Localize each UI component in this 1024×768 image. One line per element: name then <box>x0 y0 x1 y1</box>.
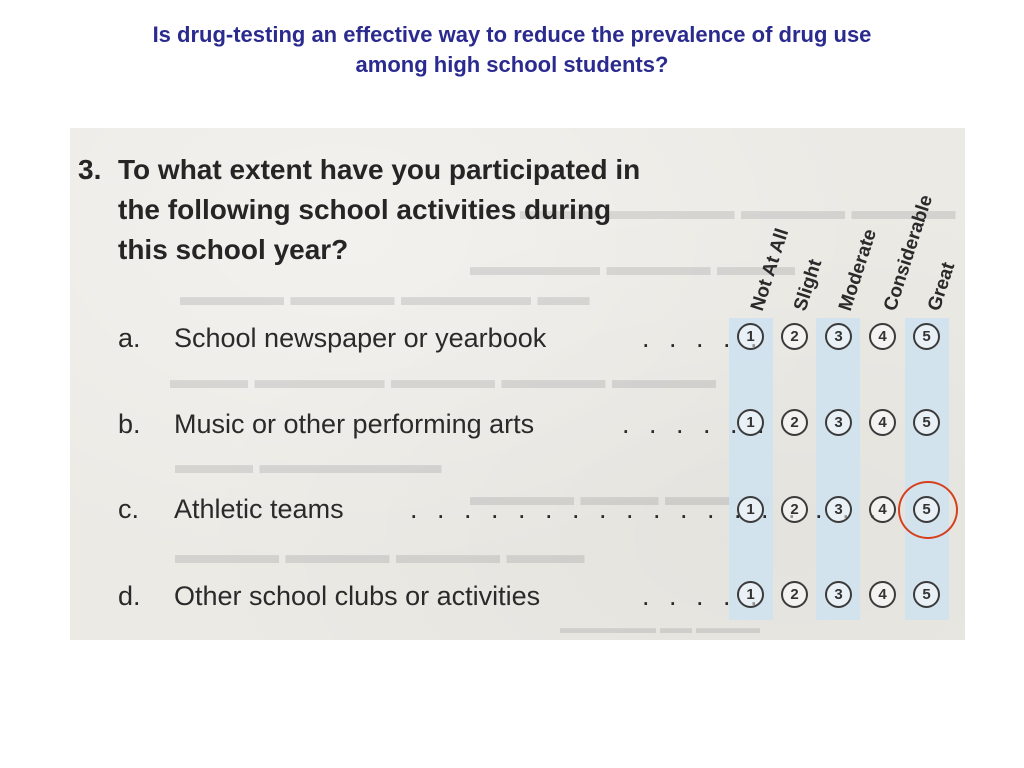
answer-bubble[interactable]: 3 <box>825 581 852 608</box>
answer-bubble[interactable]: 1 <box>737 323 764 350</box>
column-band-great <box>905 318 949 620</box>
row-label: Athletic teams <box>174 494 344 524</box>
selected-answer-circle <box>898 481 958 539</box>
answer-bubble[interactable]: 4 <box>869 581 896 608</box>
answer-bubble[interactable]: 2 <box>781 409 808 436</box>
slide-title: Is drug-testing an effective way to redu… <box>60 20 964 80</box>
answer-bubble[interactable]: 4 <box>869 409 896 436</box>
question-text: To what extent have you participated in … <box>118 150 738 270</box>
bleed-through-texture: ▬▬▬▬▬▬▬ ▬▬▬ <box>175 450 442 479</box>
question-number: 3. <box>78 154 102 185</box>
answer-bubble[interactable]: 1 <box>737 581 764 608</box>
row-letter: b. <box>118 409 141 439</box>
leader-dots: . . . . . . . . . . . . . . . . . . <box>410 494 883 524</box>
answer-bubble[interactable]: 5 <box>913 323 940 350</box>
row-label: School newspaper or yearbook <box>174 323 547 353</box>
bleed-through-texture: ▬▬▬▬ ▬▬▬▬ ▬▬▬▬ ▬▬▬▬▬ ▬▬▬ <box>170 365 716 394</box>
bleed-through-texture: ▬▬▬ ▬▬▬▬ ▬▬▬▬ ▬▬▬▬ <box>175 540 585 569</box>
question-text-line: To what extent have you participated in <box>118 154 641 185</box>
answer-bubble[interactable]: 1 <box>737 496 764 523</box>
row-letter: d. <box>118 581 141 611</box>
answer-bubble[interactable]: 3 <box>825 496 852 523</box>
column-band-not-at-all <box>729 318 773 620</box>
question-text-line: the following school activities during <box>118 194 612 225</box>
row-letter: c. <box>118 494 140 524</box>
bleed-through-texture: ▬▬ ▬▬▬▬▬ ▬▬▬▬ ▬▬▬▬ <box>180 282 590 311</box>
column-band-moderate <box>816 318 860 620</box>
answer-bubble[interactable]: 5 <box>913 581 940 608</box>
answer-bubble[interactable]: 3 <box>825 409 852 436</box>
answer-bubble[interactable]: 3 <box>825 323 852 350</box>
row-label: Other school clubs or activities <box>174 581 541 611</box>
answer-bubble[interactable]: 2 <box>781 581 808 608</box>
slide-title-line-2: among high school students? <box>355 52 669 77</box>
answer-bubble[interactable]: 2 <box>781 323 808 350</box>
answer-bubble[interactable]: 5 <box>913 409 940 436</box>
bleed-through-texture: ▬▬▬▬ ▬▬ ▬▬▬▬▬▬ <box>560 620 760 637</box>
question-text-line: this school year? <box>118 234 349 265</box>
answer-bubble[interactable]: 4 <box>869 323 896 350</box>
answer-bubble[interactable]: 4 <box>869 496 896 523</box>
scanned-survey-image <box>70 128 965 640</box>
answer-bubble[interactable]: 2 <box>781 496 808 523</box>
row-letter: a. <box>118 323 141 353</box>
answer-bubble[interactable]: 1 <box>737 409 764 436</box>
slide-title-line-1: Is drug-testing an effective way to redu… <box>152 22 872 47</box>
row-label: Music or other performing arts <box>174 409 535 439</box>
